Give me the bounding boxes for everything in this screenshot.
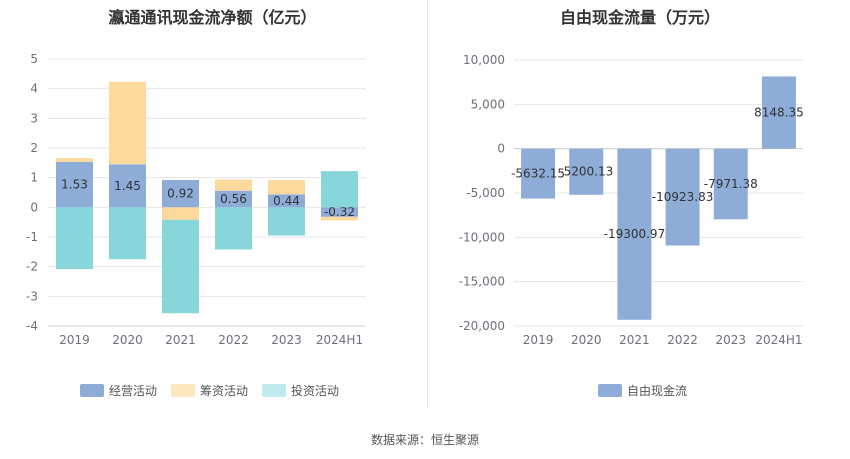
x-tick-label: 2022 [218,333,249,347]
right-chart-title: 自由现金流量（万元） [559,8,720,27]
bar-financing [162,207,199,220]
y-tick-label: -2 [26,260,38,274]
legend-item-investing[interactable]: 投资活动 [262,382,339,399]
y-tick-label: 0 [30,200,38,214]
y-tick-label: 5,000 [471,97,505,111]
bar-operating [162,180,199,208]
y-tick-label: 2 [30,141,38,155]
bar-financing [321,216,358,221]
x-tick-label: 2023 [271,333,302,347]
y-tick-label: 1 [30,171,38,185]
bar-value-label: -7971.38 [704,177,758,191]
y-tick-label: -4 [26,319,38,333]
bar-operating [321,207,358,217]
y-tick-label: 10,000 [463,53,505,67]
bar-value-label: 0.56 [220,192,247,206]
bar-free-cash-flow [617,148,652,320]
legend-label-financing: 筹资活动 [200,384,249,398]
x-tick-label: 2021 [619,333,650,347]
y-tick-label: 3 [30,111,38,125]
legend-swatch-operating [80,384,104,397]
bar-investing [215,207,252,250]
y-tick-label: -3 [26,289,38,303]
x-tick-label: 2024H1 [755,333,802,347]
y-tick-label: -10,000 [459,230,505,244]
legend-item-free-cash-flow[interactable]: 自由现金流 [598,382,687,399]
legend-swatch-investing [262,384,287,397]
y-tick-label: 5 [30,52,38,66]
bar-operating [109,164,146,208]
bar-free-cash-flow [713,148,748,220]
bar-investing [109,207,146,260]
x-tick-label: 2020 [112,333,143,347]
left-chart-title: 瀛通通讯现金流净额（亿元） [108,8,317,27]
bar-value-label: 8148.35 [754,106,804,120]
bar-value-label: 1.53 [61,178,88,192]
y-tick-label: -15,000 [459,275,505,289]
legend-label-free-cash-flow: 自由现金流 [627,384,688,398]
bar-value-label: -5200.13 [559,165,613,179]
bar-value-label: 0.44 [273,194,300,208]
bar-financing [56,158,93,162]
bar-financing [109,81,146,165]
chart-divider [427,0,428,408]
bar-free-cash-flow [761,76,796,149]
y-tick-label: -1 [26,230,38,244]
bar-investing [56,207,93,270]
bar-investing [321,171,358,208]
legend-swatch-free-cash-flow [598,384,622,397]
x-tick-label: 2024H1 [316,333,363,347]
x-tick-label: 2020 [571,333,602,347]
y-tick-label: 4 [30,82,38,96]
legend-item-operating[interactable]: 经营活动 [80,382,157,399]
bar-free-cash-flow [521,148,556,199]
bar-value-label: 0.92 [167,187,194,201]
bar-operating [268,194,305,208]
x-tick-label: 2019 [59,333,90,347]
bar-value-label: 1.45 [114,179,141,193]
bar-operating [215,190,252,208]
data-source-note: 数据来源：恒生聚源 [370,433,479,447]
bar-value-label: -0.32 [324,205,355,219]
bar-value-label: -19300.97 [604,227,666,241]
bar-free-cash-flow [665,148,700,246]
legend-swatch-financing [171,384,196,397]
legend-label-investing: 投资活动 [291,384,340,398]
x-tick-label: 2019 [523,333,554,347]
bar-free-cash-flow [569,148,604,195]
bar-operating [56,161,93,208]
free-cash-flow-legend: 自由现金流 [598,382,687,399]
legend-label-operating: 经营活动 [109,384,158,398]
x-tick-label: 2022 [667,333,698,347]
y-tick-label: 0 [497,142,505,156]
legend-item-financing[interactable]: 筹资活动 [171,382,248,399]
bar-value-label: -10923.83 [652,190,714,204]
x-tick-label: 2023 [715,333,746,347]
bar-investing [162,219,199,314]
bar-investing [268,207,305,236]
bar-financing [268,180,305,195]
x-tick-label: 2021 [165,333,196,347]
y-tick-label: -5,000 [466,186,505,200]
bar-value-label: -5632.15 [511,167,565,181]
cash-flow-legend: 经营活动 筹资活动 投资活动 [80,382,339,399]
bar-financing [215,179,252,191]
y-tick-label: -20,000 [459,319,505,333]
